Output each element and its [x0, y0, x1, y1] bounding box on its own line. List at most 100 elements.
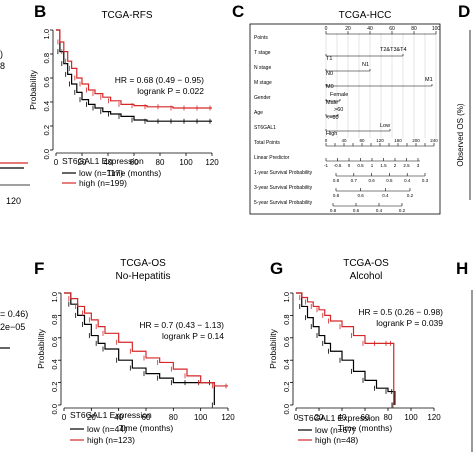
- panel-f-curve-low: [64, 292, 215, 405]
- panel-e-logrank-fragment: 2e−05: [0, 322, 25, 332]
- nomogram-points-tick-label: 0: [325, 26, 328, 32]
- panel-g-y-tick-label: 0.6: [282, 337, 291, 347]
- nomogram-scales: 0 20 40 60 80 100 0 40 80 120 160 200 240 -1 -0.5 0 0.5 1…: [324, 26, 440, 213]
- nomo-n1: N1: [362, 62, 369, 68]
- nomogram-survival-tick-label: 0.4: [404, 178, 411, 183]
- nomo-male: Male: [326, 100, 338, 106]
- panel-f-x-tick-label: 120: [221, 413, 235, 422]
- panel-g-legend-high: high (n=48): [315, 435, 358, 445]
- nomogram-survival-tick-label: 0.7: [351, 178, 358, 183]
- panel-b-x-tick-label: 60: [130, 158, 139, 167]
- panel-b-x-tick-label: 120: [205, 158, 219, 167]
- nomogram-lp-tick-label: 0.5: [357, 163, 364, 168]
- panel-f-y-tick-label: 0.6: [50, 337, 59, 347]
- panel-a-logrank-fragment: 8: [0, 61, 5, 71]
- nomo-m0: M0: [326, 84, 334, 90]
- nomogram-row-label: Linear Predictor: [254, 155, 290, 161]
- nomo-low: Low: [380, 123, 390, 129]
- panel-g-curve-low: [296, 292, 396, 405]
- panel-g-x-tick-label: 100: [404, 413, 418, 422]
- panel-g-x-tick-label: 20: [315, 413, 324, 422]
- nomogram-row-label: 1-year Survival Probability: [254, 170, 313, 176]
- panel-b-legend-title: ST6GAL1 Expression: [62, 156, 144, 166]
- panel-g-x-tick-label: 60: [361, 413, 370, 422]
- panel-f-y-tick-label: 0.2: [50, 382, 59, 392]
- nomogram-lp-tick-label: -0.5: [334, 163, 342, 168]
- nomogram-lp-tick-label: 3: [417, 163, 420, 168]
- panel-b-y-tick-label: 0.0: [42, 149, 51, 159]
- nomogram-total-tick-label: 0: [325, 138, 328, 143]
- panel-g-letter: G: [270, 259, 283, 278]
- nomogram-points-tick-label: 100: [432, 26, 441, 32]
- nomogram-survival-tick-label: 0.3: [422, 178, 429, 183]
- panel-b-y-tick-label: 0.2: [42, 125, 51, 135]
- panel-g-title: TCGA-OS: [343, 258, 389, 269]
- panel-f-x-tick-label: 80: [169, 413, 178, 422]
- panel-f-y-label: Probability: [36, 328, 46, 368]
- nomogram-row-label: 3-year Survival Probability: [254, 185, 313, 191]
- nomogram-points-tick-label: 80: [411, 26, 417, 32]
- nomogram-row-label: Gender: [254, 95, 271, 101]
- nomogram-points-tick-label: 20: [345, 26, 351, 32]
- nomogram-survival-tick-label: 0.4: [376, 208, 383, 213]
- panel-c-title: TCGA-HCC: [339, 10, 392, 21]
- panel-h-fragment: H: [456, 259, 473, 452]
- panel-g: G TCGA-OS Alcohol 0 20 40 60 80 100 1200.00.20…: [268, 258, 443, 445]
- nomogram-total-tick-label: 80: [359, 138, 365, 143]
- panel-a-x-tick-fragment: 120: [6, 196, 21, 206]
- nomogram-survival-tick-label: 0.8: [330, 208, 337, 213]
- nomogram-survival-tick-label: 0.5: [386, 178, 393, 183]
- panel-g-y-tick-label: 0.0: [282, 404, 291, 414]
- nomogram-row-label: Total Points: [254, 140, 280, 146]
- nomo-age-hi: >60: [334, 107, 343, 113]
- panel-g-y-tick-label: 0.4: [282, 359, 291, 369]
- panel-f-x-label: Time (months): [119, 423, 174, 433]
- nomogram-row-label: ST6GAL1: [254, 125, 276, 131]
- panel-g-legend-title: ST6GAL1 Expression: [298, 413, 380, 423]
- nomogram-survival-tick-label: 0.4: [382, 193, 389, 198]
- nomogram-lp-tick-label: 1.5: [380, 163, 387, 168]
- panel-b-plot: 0 20 40 60 80 100 120 0.0 0.2 0.4 0.6 0.8 1.0 Time (m…: [28, 29, 219, 178]
- nomogram-lp-tick-label: 1: [371, 163, 374, 168]
- panel-g-legend-low: low (n=67): [315, 425, 355, 435]
- panel-d-fragment: D Observed OS (%): [456, 2, 471, 200]
- panel-e-fragment: = 0.46) 2e−05: [0, 309, 28, 349]
- panel-f-y-tick-label: 1.0: [50, 292, 59, 302]
- nomogram-survival-tick-label: 0.8: [333, 193, 340, 198]
- panel-g-hr: HR = 0.5 (0.26 − 0.98): [358, 307, 443, 317]
- nomogram-row-label: M stage: [254, 80, 272, 86]
- nomogram-lp-tick-label: 2: [394, 163, 397, 168]
- panel-b-y-tick-label: 0.4: [42, 101, 51, 111]
- panel-g-x-label: Time (months): [338, 423, 393, 433]
- nomogram-row-labels: Points T stage N stage M stage Gender Age ST6G…: [254, 35, 313, 206]
- panel-f-hr: HR = 0.7 (0.43 − 1.13): [139, 320, 224, 330]
- panel-g-logrank: logrank P = 0.039: [376, 318, 443, 328]
- panel-f-x-tick-label: 60: [142, 413, 151, 422]
- panel-g-y-tick-label: 0.2: [282, 382, 291, 392]
- nomo-n0: N0: [326, 71, 333, 77]
- nomogram-row-label: Points: [254, 35, 268, 41]
- nomogram-total-tick-label: 120: [376, 138, 384, 143]
- panel-g-y-tick-label: 1.0: [282, 292, 291, 302]
- panel-f-legend-title: ST6GAL1 Expression: [70, 410, 152, 420]
- nomogram-survival-tick-label: 0.2: [407, 193, 414, 198]
- nomogram-points-tick-label: 40: [367, 26, 373, 32]
- panel-b-x-tick-label: 0: [54, 158, 59, 167]
- panel-g-x-tick-label: 0: [294, 413, 299, 422]
- panel-g-y-label: Probability: [268, 328, 278, 368]
- panel-f-title: TCGA-OS: [120, 258, 166, 269]
- panel-g-x-tick-label: 80: [384, 413, 393, 422]
- panel-h-letter: H: [456, 259, 468, 278]
- nomo-female: Female: [330, 92, 348, 98]
- panel-b-x-tick-label: 40: [104, 158, 113, 167]
- nomo-m1: M1: [425, 77, 433, 83]
- panel-f-y-tick-label: 0.4: [50, 359, 59, 369]
- panel-f-x-tick-label: 40: [114, 413, 123, 422]
- panel-f-letter: F: [34, 259, 44, 278]
- nomogram-lp-tick-label: 0: [348, 163, 351, 168]
- nomogram-row-label: Age: [254, 110, 263, 116]
- panel-d-ylabel: Observed OS (%): [456, 103, 465, 166]
- panel-b-hr: HR = 0.68 (0.49 − 0.95): [115, 75, 204, 85]
- panel-a-fragment: ) 8 120: [0, 49, 30, 206]
